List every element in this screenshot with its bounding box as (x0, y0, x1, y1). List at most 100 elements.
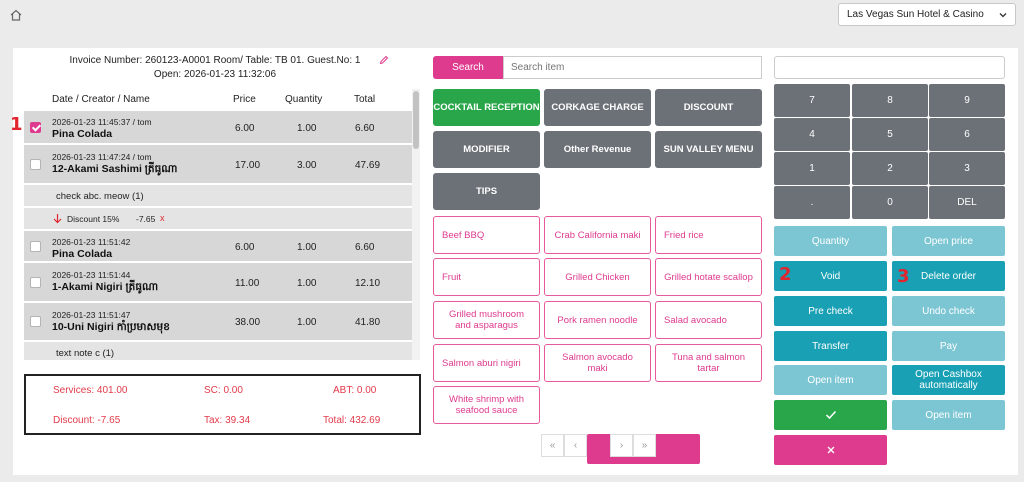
menu-item[interactable]: Tuna and salmon tartar (655, 344, 762, 382)
discount-remove-button[interactable]: x (160, 213, 165, 223)
summary-total: Total: 432.69 (323, 415, 381, 426)
order-list: 2026-01-23 11:45:37 / tom Pina Colada 6.… (24, 111, 412, 360)
page-first-button[interactable]: « (541, 434, 564, 457)
transfer-button[interactable]: Transfer (774, 331, 887, 361)
category-corkage-charge[interactable]: CORKAGE CHARGE (544, 89, 651, 126)
open-item-button-2[interactable]: Open item (892, 400, 1005, 430)
keypad-key[interactable]: 3 (929, 152, 1005, 185)
open-cashbox-button[interactable]: Open Cashbox automatically (892, 365, 1005, 395)
keypad-key[interactable]: 5 (852, 118, 928, 151)
menu-item[interactable]: Crab California maki (544, 216, 651, 254)
home-icon[interactable] (9, 8, 23, 22)
order-row[interactable]: 2026-01-23 11:47:24 / tom 12-Akami Sashi… (24, 145, 412, 184)
arrow-down-icon (53, 214, 62, 224)
scrollbar-thumb[interactable] (413, 91, 419, 149)
menu-item[interactable]: Salmon avocado maki (544, 344, 651, 382)
keypad-key[interactable]: 4 (774, 118, 850, 151)
confirm-button[interactable] (774, 400, 887, 430)
row-qty: 1.00 (297, 123, 317, 134)
edit-pencil-icon[interactable] (379, 55, 389, 65)
open-item-button[interactable]: Open item (774, 365, 887, 395)
menu-item[interactable]: Beef BBQ (433, 216, 540, 254)
menu-item[interactable]: Fruit (433, 258, 540, 296)
keypad-key[interactable]: 8 (852, 84, 928, 117)
row-name: 10-Uni Nigiri កាំប្រមាសមុខ (52, 321, 170, 333)
category-cocktail-reception[interactable]: COCKTAIL RECEPTION (433, 89, 540, 126)
summary-discount: Discount: -7.65 (53, 415, 121, 426)
keypad-key[interactable]: . (774, 186, 850, 219)
note-text: check abc. meow (1) (56, 191, 144, 202)
menu-item[interactable]: Grilled hotate scallop (655, 258, 762, 296)
order-list-scrollbar[interactable] (412, 89, 420, 360)
menu-item[interactable]: Fried rice (655, 216, 762, 254)
keypad-delete-key[interactable]: DEL (929, 186, 1005, 219)
pay-button[interactable]: Pay (892, 331, 1005, 361)
category-modifier[interactable]: MODIFIER (433, 131, 540, 168)
order-row[interactable]: 2026-01-23 11:51:44 1-Akami Nigiri ត្រីធ… (24, 263, 412, 302)
row-checkbox[interactable] (30, 159, 41, 170)
keypad-key[interactable]: 7 (774, 84, 850, 117)
menu-item[interactable]: Grilled Chicken (544, 258, 651, 296)
category-discount[interactable]: DISCOUNT (655, 89, 762, 126)
order-row[interactable]: 2026-01-23 11:51:47 10-Uni Nigiri កាំប្រ… (24, 303, 412, 341)
summary-tax: Tax: 39.34 (204, 415, 251, 426)
row-checkbox[interactable] (30, 277, 41, 288)
pre-check-button[interactable]: Pre check (774, 296, 887, 326)
annotation-2: 2 (779, 264, 792, 285)
row-checkbox[interactable] (30, 122, 41, 133)
menu-item[interactable]: Salmon aburi nigiri (433, 344, 540, 382)
row-checkbox[interactable] (30, 241, 41, 252)
row-discount: Discount 15% -7.65 x (24, 208, 412, 230)
undo-check-button[interactable]: Undo check (892, 296, 1005, 326)
discount-label: Discount 15% (67, 214, 120, 224)
row-note: check abc. meow (1) (24, 185, 412, 207)
search-button[interactable]: Search (433, 56, 503, 79)
menu-item[interactable]: Pork ramen noodle (544, 301, 651, 339)
menu-item[interactable]: Salad avocado (655, 301, 762, 339)
close-icon (827, 446, 834, 454)
order-row[interactable]: 2026-01-23 11:51:42 Pina Colada 6.00 1.0… (24, 231, 412, 262)
row-price: 6.00 (235, 242, 255, 253)
cancel-button[interactable] (774, 435, 887, 465)
annotation-1: 1 (10, 114, 23, 135)
row-price: 38.00 (235, 317, 261, 328)
invoice-open-time: Open: 2026-01-23 11:32:06 (153, 69, 277, 80)
category-tips[interactable]: TIPS (433, 173, 540, 210)
keypad-key[interactable]: 1 (774, 152, 850, 185)
col-price: Price (233, 94, 256, 105)
category-other-revenue[interactable]: Other Revenue (544, 131, 651, 168)
summary-services: Services: 401.00 (53, 385, 128, 396)
void-button[interactable]: Void (774, 261, 887, 291)
row-checkbox[interactable] (30, 316, 41, 327)
row-total: 6.60 (355, 123, 375, 134)
menu-item[interactable]: White shrimp with seafood sauce (433, 386, 540, 424)
row-qty: 1.00 (297, 278, 317, 289)
keypad-key[interactable]: 2 (852, 152, 928, 185)
annotation-3: 3 (897, 266, 910, 287)
col-quantity: Quantity (285, 94, 323, 105)
keypad-key[interactable]: 0 (852, 186, 928, 219)
menu-item[interactable]: Grilled mushroom and asparagus (433, 301, 540, 339)
page-prev-button[interactable]: ‹ (564, 434, 587, 457)
row-total: 6.60 (355, 242, 375, 253)
row-date: 2026-01-23 11:45:37 / tom (52, 117, 152, 127)
quantity-button[interactable]: Quantity (774, 226, 887, 256)
row-total: 12.10 (355, 278, 381, 289)
row-date: 2026-01-23 11:47:24 / tom (52, 152, 152, 162)
hotel-select-value: Las Vegas Sun Hotel & Casino (847, 9, 984, 20)
category-sun-valley-menu[interactable]: SUN VALLEY MENU (655, 131, 762, 168)
row-price: 6.00 (235, 123, 255, 134)
keypad-display[interactable] (774, 56, 1005, 79)
summary-abt: ABT: 0.00 (333, 385, 377, 396)
delete-order-button[interactable]: Delete order (892, 261, 1005, 291)
page-last-button[interactable]: » (633, 434, 656, 457)
open-price-button[interactable]: Open price (892, 226, 1005, 256)
page-next-button[interactable]: › (610, 434, 633, 457)
order-row[interactable]: 2026-01-23 11:45:37 / tom Pina Colada 6.… (24, 111, 412, 144)
search-input[interactable] (503, 56, 762, 79)
hotel-select[interactable]: Las Vegas Sun Hotel & Casino (838, 3, 1016, 26)
keypad-key[interactable]: 6 (929, 118, 1005, 151)
row-note: text note c (1) (24, 342, 412, 360)
row-name: Pina Colada (52, 128, 113, 140)
keypad-key[interactable]: 9 (929, 84, 1005, 117)
